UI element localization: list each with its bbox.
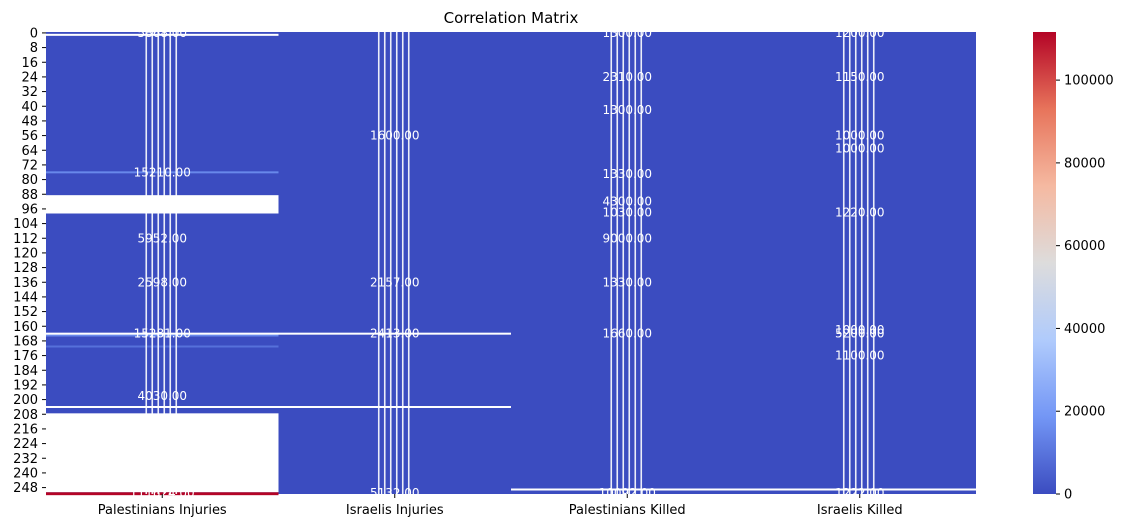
heatmap-missing-cell-1: [46, 195, 279, 214]
y-tick-label-19: 152: [13, 305, 38, 320]
heatmap-highlight-cell-1: [46, 334, 279, 337]
heatmap-cell-label-24: 1000.00: [835, 141, 885, 155]
colorbar: 0 20000 40000 60000 80000 100000: [1033, 32, 1114, 503]
y-tick-label-24: 192: [13, 378, 38, 393]
heatmap-cell-label-17: 9000.00: [602, 231, 652, 245]
heatmap-highlight-cell-2: [46, 345, 279, 348]
heatmap-cell-label-20: 10092.00: [599, 486, 656, 500]
y-tick-label-25: 200: [13, 393, 38, 408]
heatmap-cell-label-25: 1220.00: [835, 206, 885, 220]
y-axis-tick-labels: 0816243240485664728088961041121201281361…: [13, 26, 46, 496]
heatmap-column-2: [511, 32, 744, 494]
heatmap-missing-cell-0: [46, 33, 279, 36]
y-tick-label-29: 232: [13, 452, 38, 467]
heatmap-column-1: [278, 32, 511, 494]
colorbar-tick-label-0: 0: [1064, 488, 1072, 503]
y-tick-label-13: 104: [13, 217, 38, 232]
x-tick-label-2: Palestinians Killed: [569, 503, 686, 518]
y-tick-label-28: 224: [13, 437, 38, 452]
x-tick-label-3: Israelis Killed: [817, 503, 903, 518]
heatmap-missing-cell-2: [46, 413, 279, 493]
heatmap-cell-label-16: 1030.00: [602, 206, 652, 220]
heatmap-cell-label-13: 1300.00: [602, 103, 652, 117]
y-tick-label-22: 176: [13, 349, 38, 364]
x-tick-label-1: Israelis Injuries: [346, 503, 444, 518]
y-tick-label-21: 168: [13, 334, 38, 349]
y-tick-label-12: 96: [21, 202, 38, 217]
heatmap-cell-label-2: 5952.00: [137, 231, 187, 245]
y-tick-label-8: 64: [21, 144, 38, 159]
colorbar-gradient-bar: [1033, 32, 1056, 494]
heatmap-area: 5868.00 15210.00 5952.00 2598.00 15281.00 403…: [46, 26, 976, 500]
x-axis-tick-labels: Palestinians Injuries Israelis Injuries Pa…: [98, 494, 903, 518]
heatmap-missing-cell-3: [46, 332, 279, 335]
colorbar-tick-label-2: 40000: [1064, 322, 1105, 337]
heatmap-cell-label-22: 1150.00: [835, 70, 885, 84]
chart-title: Correlation Matrix: [444, 9, 579, 27]
heatmap-missing-cell-6: [278, 406, 511, 408]
y-tick-label-17: 136: [13, 276, 38, 291]
y-tick-label-7: 56: [21, 129, 38, 144]
heatmap-highlight-cell-3: [46, 492, 279, 496]
heatmap-cell-label-19: 1660.00: [602, 327, 652, 341]
heatmap-cell-label-23: 1000.00: [835, 129, 885, 143]
y-tick-label-16: 128: [13, 261, 38, 276]
y-tick-label-14: 112: [13, 232, 38, 247]
heatmap-cell-label-3: 2598.00: [137, 275, 187, 289]
heatmap-cell-label-28: 1100.00: [835, 349, 885, 363]
y-tick-label-11: 88: [21, 188, 38, 203]
y-tick-label-2: 16: [21, 56, 38, 71]
heatmap-cell-label-9: 2413.00: [370, 327, 420, 341]
y-tick-label-30: 240: [13, 466, 38, 481]
y-tick-label-27: 216: [13, 422, 38, 437]
y-tick-label-1: 8: [30, 41, 38, 56]
heatmap-missing-cell-5: [278, 332, 511, 335]
heatmap-cell-label-29: 1222.00: [835, 486, 885, 500]
y-tick-label-26: 208: [13, 408, 38, 423]
y-tick-label-3: 24: [21, 70, 38, 85]
heatmap-cell-label-18: 1330.00: [602, 275, 652, 289]
heatmap-cell-label-26: 1000.00: [835, 323, 885, 337]
y-tick-label-10: 80: [21, 173, 38, 188]
y-tick-label-20: 160: [13, 320, 38, 335]
heatmap-missing-cell-4: [46, 406, 279, 408]
y-tick-label-6: 48: [21, 114, 38, 129]
heatmap-cell-label-0: 5868.00: [137, 26, 187, 40]
heatmap-cell-label-21: 1200.00: [835, 26, 885, 40]
y-tick-label-23: 184: [13, 364, 38, 379]
heatmap-cell-label-11: 1300.00: [602, 26, 652, 40]
y-tick-label-15: 120: [13, 246, 38, 261]
heatmap-cell-label-6: 111624.00: [130, 486, 195, 500]
heatmap-highlight-cell-0: [46, 171, 279, 174]
heatmap-cell-label-4: 15281.00: [134, 327, 191, 341]
heatmap-column-3: [743, 32, 976, 494]
y-tick-label-31: 248: [13, 481, 38, 496]
heatmap-cell-label-7: 1600.00: [370, 129, 420, 143]
colorbar-tick-label-1: 20000: [1064, 405, 1105, 420]
heatmap-missing-cell-8: [743, 488, 976, 491]
y-tick-label-5: 40: [21, 100, 38, 115]
heatmap-cell-label-15: 4300.00: [602, 195, 652, 209]
y-tick-label-18: 144: [13, 290, 38, 305]
heatmap-cell-label-14: 1330.00: [602, 167, 652, 181]
heatmap-cell-label-8: 2157.00: [370, 275, 420, 289]
y-tick-label-9: 72: [21, 158, 38, 173]
heatmap-cell-label-1: 15210.00: [134, 165, 191, 179]
y-tick-label-4: 32: [21, 85, 38, 100]
y-tick-label-0: 0: [30, 26, 38, 41]
heatmap-cell-label-12: 2310.00: [602, 70, 652, 84]
x-tick-label-0: Palestinians Injuries: [98, 503, 227, 518]
colorbar-tick-label-5: 100000: [1064, 74, 1114, 89]
colorbar-tick-label-3: 60000: [1064, 239, 1105, 254]
heatmap-missing-cell-7: [511, 488, 744, 491]
heatmap-cell-label-5: 4030.00: [137, 389, 187, 403]
colorbar-tick-label-4: 80000: [1064, 156, 1105, 171]
heatmap-cell-label-10: 5132.00: [370, 486, 420, 500]
heatmap-cell-label-27: 5200.00: [835, 327, 885, 341]
